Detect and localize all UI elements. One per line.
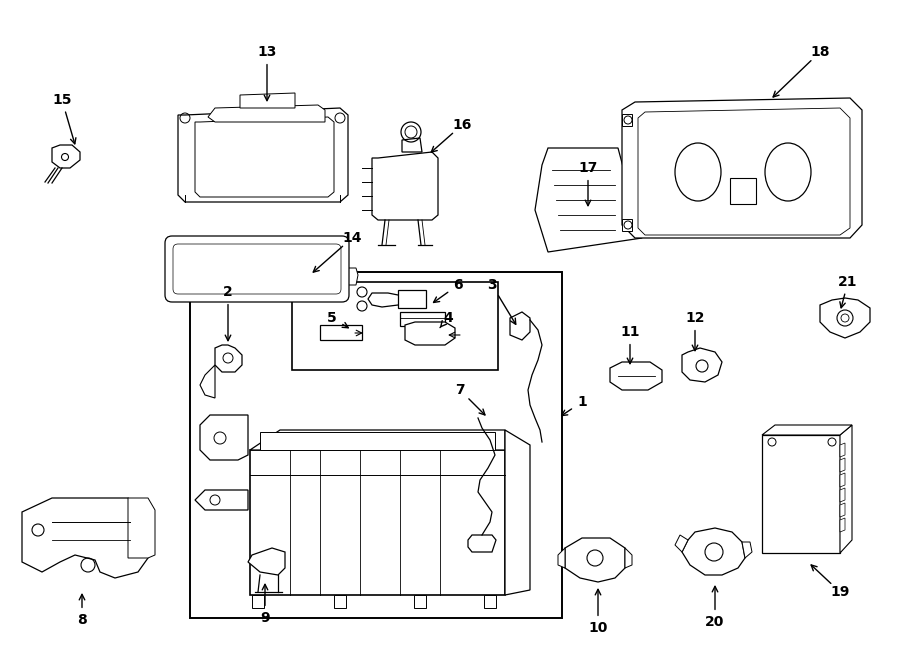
Text: 20: 20: [706, 615, 724, 629]
Polygon shape: [402, 138, 422, 152]
Polygon shape: [682, 348, 722, 382]
Polygon shape: [505, 430, 530, 595]
Polygon shape: [178, 108, 348, 202]
Text: 17: 17: [579, 161, 598, 175]
Text: 4: 4: [443, 311, 453, 325]
Polygon shape: [252, 595, 264, 608]
Bar: [400, 312, 445, 326]
Polygon shape: [248, 548, 285, 575]
Polygon shape: [682, 528, 745, 575]
Text: 14: 14: [342, 231, 362, 245]
Polygon shape: [334, 595, 346, 608]
Bar: [250, 450, 505, 595]
Polygon shape: [610, 362, 662, 390]
Text: 7: 7: [455, 383, 464, 397]
Polygon shape: [208, 105, 325, 122]
Polygon shape: [200, 365, 215, 398]
Bar: [762, 435, 840, 553]
Polygon shape: [240, 93, 295, 108]
Text: 9: 9: [260, 611, 270, 625]
Bar: [190, 272, 562, 618]
Polygon shape: [840, 503, 845, 517]
Polygon shape: [622, 114, 632, 126]
Polygon shape: [675, 535, 688, 552]
Text: 13: 13: [257, 45, 276, 59]
Polygon shape: [840, 425, 852, 553]
Bar: [260, 432, 495, 450]
Polygon shape: [405, 322, 455, 345]
Text: 3: 3: [487, 278, 497, 292]
Text: 16: 16: [453, 118, 472, 132]
Bar: [730, 178, 756, 204]
Text: 15: 15: [52, 93, 72, 107]
Polygon shape: [22, 498, 148, 578]
Polygon shape: [372, 152, 438, 220]
Text: 1: 1: [577, 395, 587, 409]
Polygon shape: [128, 498, 155, 558]
Polygon shape: [468, 535, 496, 552]
Text: 8: 8: [77, 613, 87, 627]
Polygon shape: [625, 548, 632, 568]
Polygon shape: [840, 443, 845, 457]
Polygon shape: [840, 518, 845, 532]
FancyBboxPatch shape: [173, 244, 341, 294]
Polygon shape: [342, 268, 358, 285]
Text: 10: 10: [589, 621, 608, 635]
Polygon shape: [558, 548, 565, 568]
Polygon shape: [250, 430, 505, 450]
Polygon shape: [195, 490, 248, 510]
Polygon shape: [820, 298, 870, 338]
Text: 19: 19: [831, 585, 850, 599]
Text: 2: 2: [223, 285, 233, 299]
Polygon shape: [484, 595, 496, 608]
Bar: [320, 325, 362, 340]
Polygon shape: [52, 145, 80, 168]
Text: 12: 12: [685, 311, 705, 325]
Bar: [398, 290, 426, 308]
Polygon shape: [840, 488, 845, 502]
Polygon shape: [195, 117, 334, 197]
Polygon shape: [840, 458, 845, 472]
Text: 6: 6: [454, 278, 463, 292]
Polygon shape: [414, 595, 426, 608]
Polygon shape: [622, 219, 632, 231]
Polygon shape: [742, 542, 752, 558]
FancyBboxPatch shape: [165, 236, 349, 302]
Text: 21: 21: [838, 275, 858, 289]
Polygon shape: [762, 425, 852, 435]
Polygon shape: [200, 415, 248, 460]
Bar: [292, 282, 498, 370]
Text: 18: 18: [810, 45, 830, 59]
Polygon shape: [565, 538, 625, 582]
Polygon shape: [535, 148, 642, 252]
Polygon shape: [215, 345, 242, 372]
Polygon shape: [622, 98, 862, 238]
Text: 11: 11: [620, 325, 640, 339]
Polygon shape: [840, 473, 845, 487]
Polygon shape: [638, 108, 850, 235]
Polygon shape: [510, 312, 530, 340]
Text: 5: 5: [327, 311, 337, 325]
